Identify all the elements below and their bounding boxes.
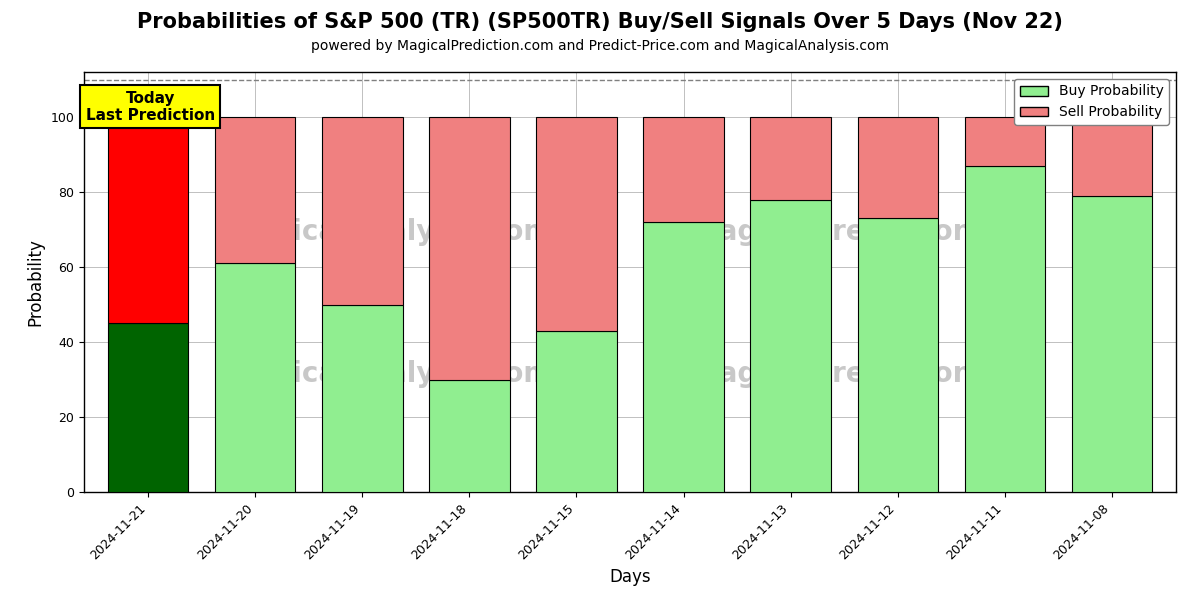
Text: MagicalPrediction.com: MagicalPrediction.com [692,361,1049,388]
Bar [750,199,830,492]
Bar [215,117,295,263]
Bar [1072,196,1152,492]
Text: Probabilities of S&P 500 (TR) (SP500TR) Buy/Sell Signals Over 5 Days (Nov 22): Probabilities of S&P 500 (TR) (SP500TR) … [137,12,1063,32]
Text: MagicalPrediction.com: MagicalPrediction.com [692,218,1049,245]
X-axis label: Days: Days [610,568,650,586]
Bar [108,323,188,492]
Legend: Buy Probability, Sell Probability: Buy Probability, Sell Probability [1014,79,1169,125]
Bar [858,218,937,492]
Text: MagicalAnalysis.com: MagicalAnalysis.com [227,361,553,388]
Bar [750,117,830,199]
Bar [323,117,402,304]
Bar [858,117,937,218]
Bar [1072,117,1152,196]
Y-axis label: Probability: Probability [26,238,44,326]
Bar [536,331,617,492]
Bar [430,379,510,492]
Bar [965,117,1045,166]
Bar [430,117,510,379]
Text: powered by MagicalPrediction.com and Predict-Price.com and MagicalAnalysis.com: powered by MagicalPrediction.com and Pre… [311,39,889,53]
Text: MagicalAnalysis.com: MagicalAnalysis.com [227,218,553,245]
Bar [643,117,724,222]
Bar [108,117,188,323]
Bar [323,304,402,492]
Text: Today
Last Prediction: Today Last Prediction [85,91,215,123]
Bar [215,263,295,492]
Bar [536,117,617,331]
Bar [643,222,724,492]
Bar [965,166,1045,492]
